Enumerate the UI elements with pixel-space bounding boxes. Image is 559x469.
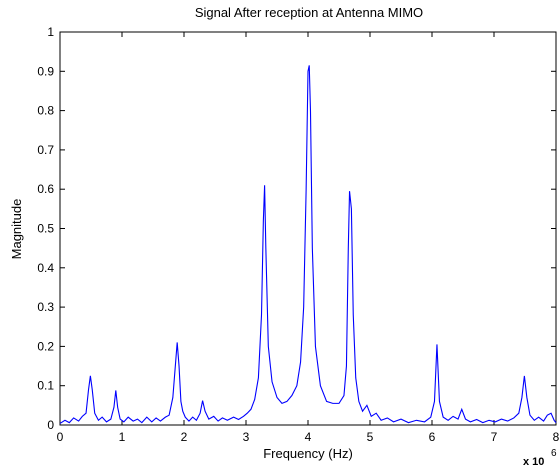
- x-tick-label: 0: [57, 430, 64, 444]
- x-exponent-power: 6: [551, 448, 557, 459]
- y-tick-label: 0.3: [37, 300, 54, 314]
- x-axis-exponent: x 10 6: [523, 448, 557, 468]
- y-tick-label: 0.1: [37, 379, 54, 393]
- x-tick-label: 7: [491, 430, 498, 444]
- signal-series-line: [59, 65, 557, 424]
- y-tick-label: 0.2: [37, 339, 54, 353]
- x-exponent-base: x 10: [523, 456, 544, 468]
- x-tick-label: 1: [119, 430, 126, 444]
- chart-title: Signal After reception at Antenna MIMO: [195, 5, 423, 20]
- y-tick-label: 0.8: [37, 104, 54, 118]
- x-tick-label: 2: [181, 430, 188, 444]
- y-axis-label: Magnitude: [9, 199, 24, 260]
- x-tick-label: 3: [243, 430, 250, 444]
- tick-marks: [59, 31, 557, 426]
- y-tick-label: 0.5: [37, 222, 54, 236]
- y-tick-label: 0.7: [37, 143, 54, 157]
- x-tick-label: 4: [305, 430, 312, 444]
- x-axis-label: Frequency (Hz): [263, 446, 353, 461]
- y-tick-label: 1: [47, 25, 54, 39]
- x-tick-label: 6: [429, 430, 436, 444]
- tick-labels: 0 1 2 3 4 5 6 7 8 0 0.1 0.2 0.3 0.4 0.5 0.6 0.7 0.8 0.9 1: [37, 25, 559, 444]
- x-tick-label: 8: [553, 430, 559, 444]
- x-tick-label: 5: [367, 430, 374, 444]
- y-tick-label: 0: [47, 418, 54, 432]
- y-tick-label: 0.9: [37, 64, 54, 78]
- y-tick-label: 0.6: [37, 182, 54, 196]
- y-tick-label: 0.4: [37, 261, 54, 275]
